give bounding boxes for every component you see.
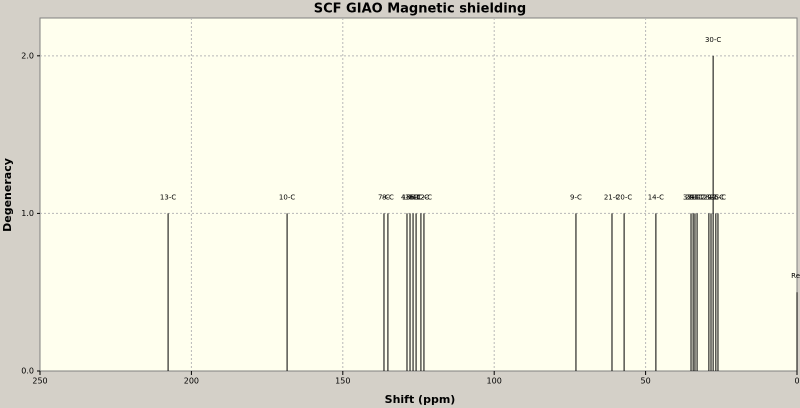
y-axis-label: Degeneracy — [1, 158, 14, 232]
peak-label: 13-C — [160, 193, 176, 201]
peak-label: 28-C — [701, 193, 717, 201]
peak-label: 4-C — [401, 193, 413, 201]
peak-label: 32-C — [683, 193, 699, 201]
peak-label: 21-C — [604, 193, 620, 201]
peak-label: 11-C — [413, 193, 429, 201]
peak-label: 12-C — [416, 193, 432, 201]
peak-label: 26-C — [710, 193, 726, 201]
y-tick-label: 2.0 — [21, 51, 34, 60]
x-axis-label: Shift (ppm) — [385, 393, 456, 406]
x-tick-label: 50 — [641, 377, 651, 386]
peak-label: 8-C — [382, 193, 394, 201]
peak-label: 7-C — [378, 193, 390, 201]
x-tick-label: 150 — [335, 377, 350, 386]
x-tick-label: 100 — [487, 377, 502, 386]
peak-label: Re — [791, 272, 800, 280]
y-tick-label: 0.0 — [21, 367, 34, 376]
plot-area — [39, 17, 798, 372]
peak-label: 29-C — [703, 193, 719, 201]
x-tick-label: 250 — [32, 377, 47, 386]
y-tick-label: 1.0 — [21, 209, 34, 218]
peak-label: 15-C — [402, 193, 418, 201]
peak-label: 9-C — [570, 193, 582, 201]
x-tick-label: 0 — [794, 377, 799, 386]
peak-label: 6-C — [410, 193, 422, 201]
peak-label: 27-C — [708, 193, 724, 201]
peak-label: 31-C — [687, 193, 703, 201]
peak-label: 30-C — [705, 36, 721, 44]
peak-label: 16-C — [405, 193, 421, 201]
peak-label: 23-C — [689, 193, 705, 201]
chart-title: SCF GIAO Magnetic shielding — [314, 2, 527, 17]
peak-label: 24-C — [685, 193, 701, 201]
peak-label: 14-C — [648, 193, 664, 201]
peak-label: 10-C — [279, 193, 295, 201]
peak-label: 20-C — [616, 193, 632, 201]
x-tick-label: 200 — [184, 377, 199, 386]
